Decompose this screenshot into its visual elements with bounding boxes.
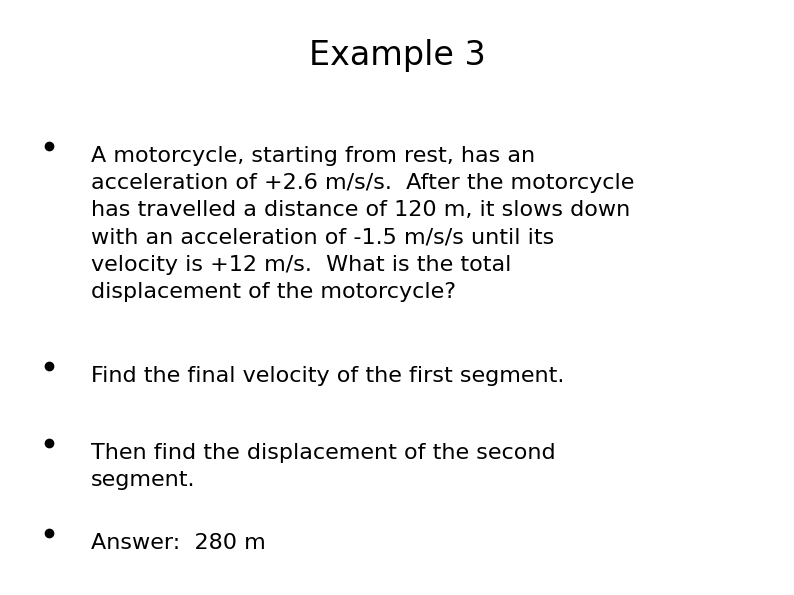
Text: Answer:  280 m: Answer: 280 m [91,533,266,553]
Text: Then find the displacement of the second
segment.: Then find the displacement of the second… [91,443,556,490]
Text: Example 3: Example 3 [309,39,485,71]
Text: Find the final velocity of the first segment.: Find the final velocity of the first seg… [91,366,565,386]
Text: A motorcycle, starting from rest, has an
acceleration of +2.6 m/s/s.  After the : A motorcycle, starting from rest, has an… [91,146,634,302]
